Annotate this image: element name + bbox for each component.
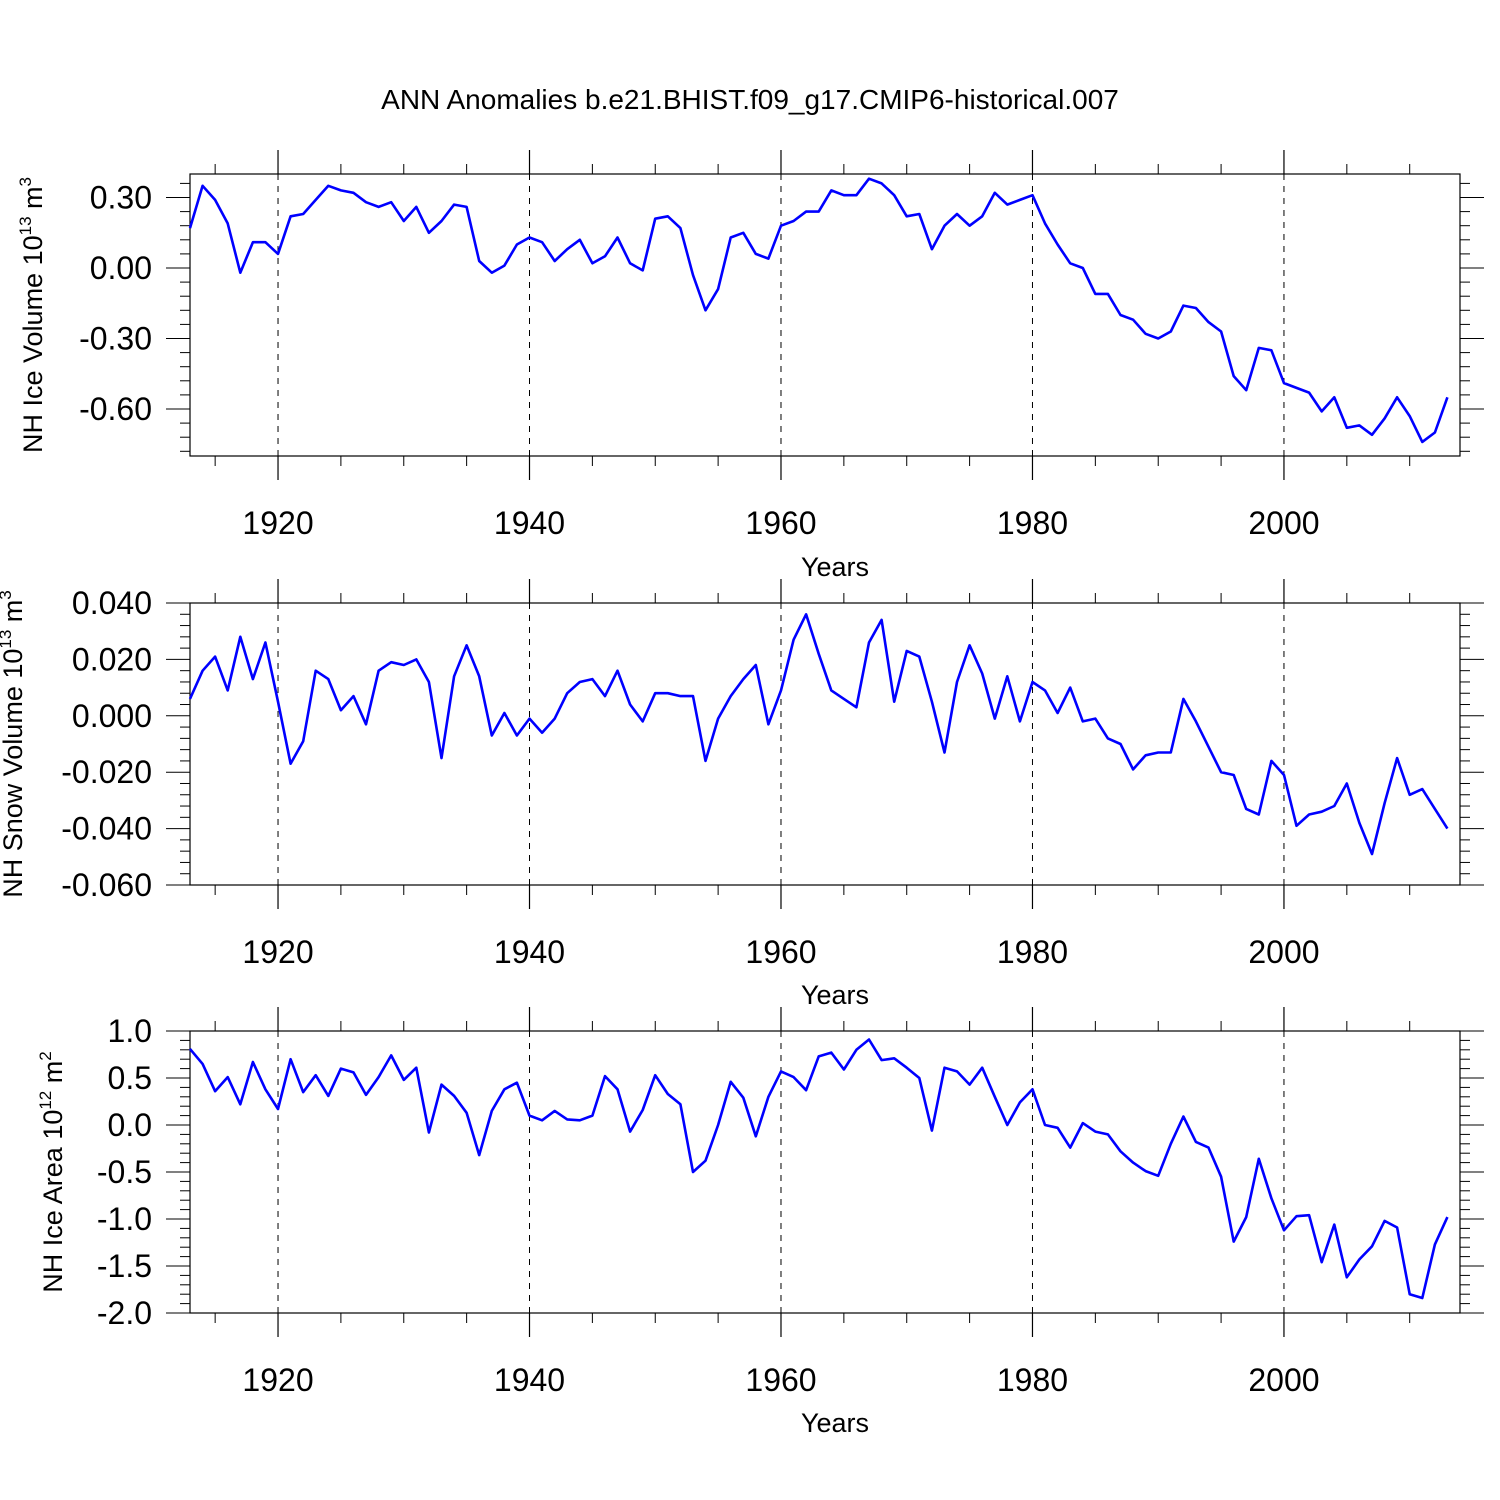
y-tick-label: 0.00 [90, 250, 152, 286]
x-tick-label: 2000 [1248, 505, 1319, 541]
y-tick-label: -0.60 [79, 391, 152, 427]
y-tick-label: 0.000 [72, 698, 152, 734]
y-tick-label: -1.0 [97, 1201, 152, 1237]
y-tick-label: -1.5 [97, 1248, 152, 1284]
chart-title: ANN Anomalies b.e21.BHIST.f09_g17.CMIP6-… [381, 84, 1119, 115]
x-tick-label: 1920 [242, 1362, 313, 1398]
chart-panel-3: 1.0 0.5 0.0 -0.5 -1.0 -1.5 -2.0 1920 1940 1960 198… [36, 1007, 1484, 1438]
y-axis-label: NH Snow Volume 1013 m3 [0, 590, 28, 898]
y-tick-label: 1.0 [108, 1013, 152, 1049]
x-tick-label: 1960 [745, 505, 816, 541]
x-tick-label: 1980 [997, 505, 1068, 541]
x-tick-label: 1960 [745, 1362, 816, 1398]
y-tick-label: -0.5 [97, 1154, 152, 1190]
series-line [188, 612, 1449, 856]
chart-panel-2: 0.040 0.020 0.000 -0.020 -0.040 -0.060 1920 194… [0, 579, 1484, 1010]
y-tick-label: 0.040 [72, 585, 152, 621]
y-tick-label: -0.040 [61, 811, 152, 847]
plot-frame [189, 173, 1461, 457]
x-axis-label: Years [801, 552, 869, 582]
x-tick-label: 1980 [997, 1362, 1068, 1398]
y-tick-label: -0.060 [61, 867, 152, 903]
y-tick-label: 0.0 [108, 1107, 152, 1143]
x-tick-label: 1920 [242, 505, 313, 541]
x-tick-label: 1940 [494, 1362, 565, 1398]
series-line [189, 1038, 1449, 1300]
x-tick-label: 1940 [494, 505, 565, 541]
y-tick-label: -0.020 [61, 754, 152, 790]
x-tick-label: 1940 [494, 934, 565, 970]
y-tick-label: 0.5 [108, 1060, 152, 1096]
x-tick-label: 1960 [745, 934, 816, 970]
y-axis-label: NH Ice Volume 1013 m3 [16, 177, 48, 453]
x-tick-label: 2000 [1248, 934, 1319, 970]
x-axis-label: Years [801, 1408, 869, 1438]
x-tick-label: 1980 [997, 934, 1068, 970]
x-axis-label: Years [801, 980, 869, 1010]
y-tick-label: 0.020 [72, 641, 152, 677]
y-tick-label: -0.30 [79, 321, 152, 357]
x-tick-label: 2000 [1248, 1362, 1319, 1398]
y-tick-label: 0.30 [90, 180, 152, 216]
chart-panel-1: 0.30 0.00 -0.30 -0.60 1920 1940 1960 1980 2000 Ye… [16, 150, 1484, 582]
x-tick-label: 1920 [242, 934, 313, 970]
y-tick-label: -2.0 [97, 1295, 152, 1331]
y-axis-label: NH Ice Area 1012 m2 [36, 1051, 68, 1292]
plot-frame [189, 602, 1461, 886]
series-line [188, 177, 1449, 444]
